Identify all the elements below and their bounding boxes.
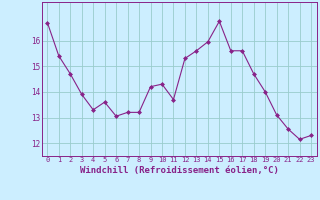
X-axis label: Windchill (Refroidissement éolien,°C): Windchill (Refroidissement éolien,°C): [80, 166, 279, 175]
